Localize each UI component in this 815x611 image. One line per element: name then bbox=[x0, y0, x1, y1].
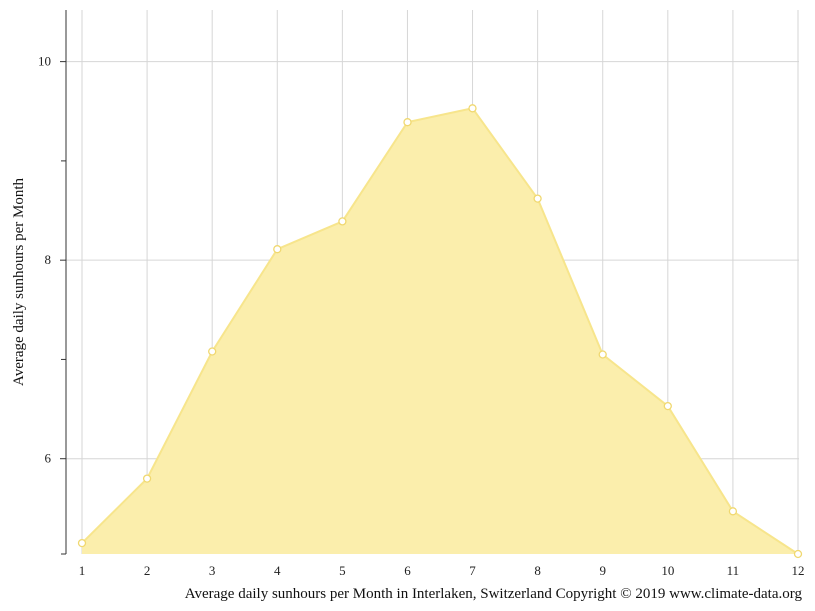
x-axis-ticks: 1 2 3 4 5 6 7 8 9 10 11 12 bbox=[79, 563, 805, 578]
y-tick-label: 10 bbox=[38, 54, 51, 69]
x-tick-label: 11 bbox=[727, 563, 740, 578]
x-tick-label: 1 bbox=[79, 563, 86, 578]
data-points bbox=[77, 104, 803, 559]
data-point bbox=[793, 549, 803, 559]
x-tick-label: 4 bbox=[274, 563, 281, 578]
y-axis-title: Average daily sunhours per Month bbox=[11, 178, 27, 387]
series-area bbox=[82, 108, 798, 555]
x-tick-label: 5 bbox=[339, 563, 346, 578]
series-line bbox=[81, 107, 799, 555]
x-tick-label: 12 bbox=[792, 563, 805, 578]
data-point bbox=[77, 538, 87, 548]
data-point bbox=[338, 217, 347, 226]
x-tick-label: 6 bbox=[404, 563, 411, 578]
data-point bbox=[403, 118, 412, 127]
data-point bbox=[273, 245, 282, 254]
x-axis-title: Average daily sunhours per Month in Inte… bbox=[185, 586, 803, 602]
data-point bbox=[142, 474, 152, 483]
x-tick-label: 3 bbox=[209, 563, 216, 578]
y-axis-ticks: 6 8 10 bbox=[38, 54, 66, 555]
x-tick-label: 7 bbox=[469, 563, 476, 578]
x-tick-label: 2 bbox=[144, 563, 151, 578]
data-point bbox=[533, 194, 542, 203]
series-area-layer bbox=[81, 107, 799, 555]
x-tick-label: 9 bbox=[599, 563, 606, 578]
data-point bbox=[728, 507, 738, 516]
x-tick-label: 10 bbox=[661, 563, 674, 578]
y-tick-label: 6 bbox=[45, 451, 52, 466]
data-point bbox=[598, 350, 607, 359]
y-tick-label: 8 bbox=[45, 252, 52, 267]
data-point bbox=[468, 104, 477, 113]
data-point bbox=[208, 347, 217, 356]
data-point bbox=[663, 401, 672, 411]
x-tick-label: 8 bbox=[534, 563, 541, 578]
